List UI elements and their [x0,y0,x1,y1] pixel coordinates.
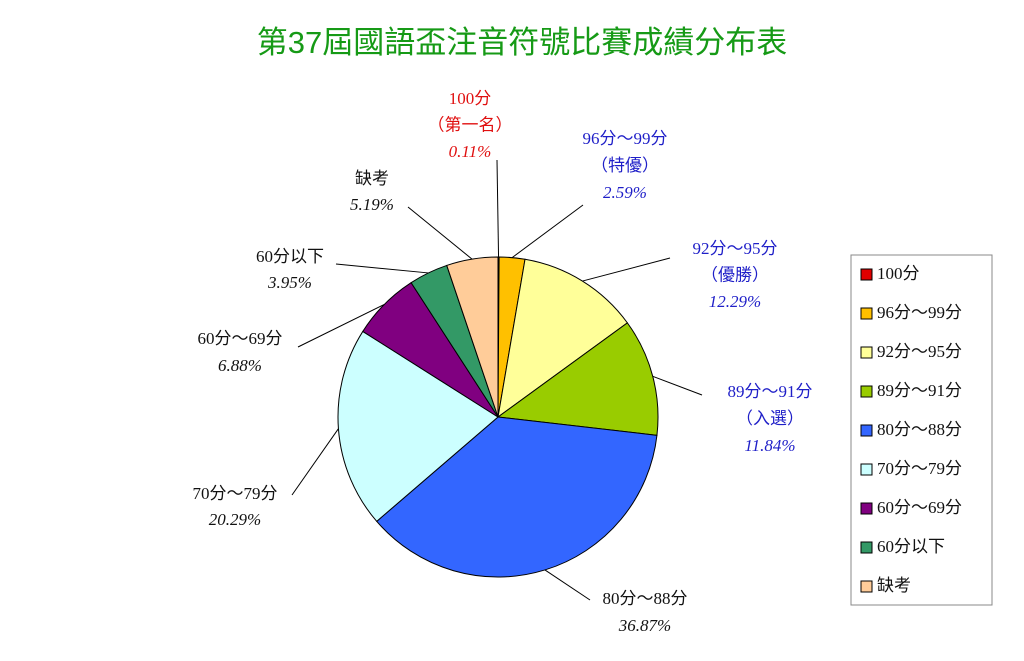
legend-box [850,254,993,606]
leader-line [335,263,429,274]
legend-label: 70分～79分 [877,459,962,478]
legend-swatch [860,541,873,554]
value-label: 0.11% [449,142,492,161]
legend-label: 80分～88分 [877,420,962,439]
value-label: 36.87% [618,616,671,635]
slice-label: 92分～95分 [693,239,778,258]
legend-swatch [860,424,873,437]
slice-note: （第一名） [428,115,513,134]
legend-label: 60分以下 [877,537,945,556]
value-label: 2.59% [603,183,647,202]
legend-swatch [860,463,873,476]
slice-note: （特優） [591,156,659,175]
slice-label: 60分～69分 [198,329,283,348]
value-label: 12.29% [709,292,761,311]
leader-line [297,303,385,348]
legend-label: 92分～95分 [877,342,962,361]
legend-swatch [860,580,873,593]
legend-swatch [860,346,873,359]
value-label: 6.88% [218,356,262,375]
legend-label: 缺考 [877,576,911,595]
legend-swatch [860,502,873,515]
legend-swatch [860,385,873,398]
value-label: 5.19% [350,195,394,214]
leader-line [544,569,591,601]
pie-slice [337,330,499,523]
slice-label: 96分～99分 [583,129,668,148]
slice-label: 89分～91分 [728,382,813,401]
leader-line [407,206,473,260]
leader-line [291,428,339,496]
slice-note: （優勝） [701,265,769,284]
slice-label: 70分～79分 [193,484,278,503]
legend-label: 60分～69分 [877,498,962,517]
chart-title: 第37屆國語盃注音符號比賽成績分布表 [257,25,787,60]
slice-label: 60分以下 [256,247,324,266]
slice-label: 80分～88分 [603,589,688,608]
legend-label: 96分～99分 [877,303,962,322]
legend-label: 100分 [877,264,920,283]
pie-slice [446,256,499,418]
leader-line [511,204,584,259]
value-label: 20.29% [209,510,261,529]
slice-label: 100分 [449,89,492,108]
leader-line [582,257,671,282]
value-label: 3.95% [267,273,312,292]
legend-swatch [860,307,873,320]
slice-label: 缺考 [355,169,389,188]
legend-label: 89分～91分 [877,381,962,400]
leader-line [652,375,703,396]
slice-note: （入選） [736,409,804,428]
legend-swatch [860,268,873,281]
leader-line [496,159,500,258]
value-label: 11.84% [744,436,795,455]
